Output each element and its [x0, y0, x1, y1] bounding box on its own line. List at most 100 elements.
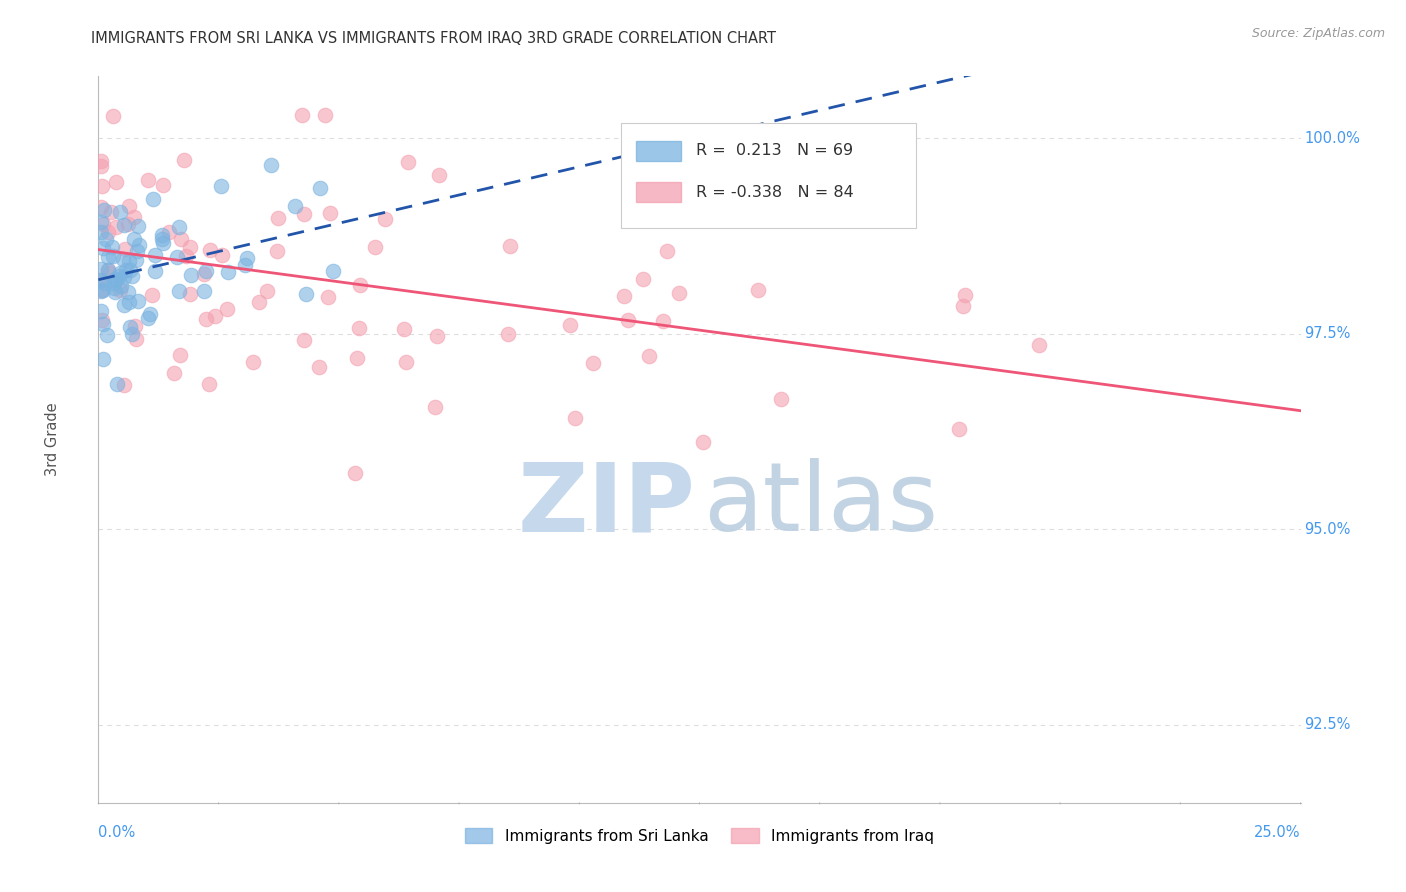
Point — [101, 109, 124, 123]
Point — [198, 377, 221, 392]
Point — [127, 219, 149, 233]
Point — [170, 232, 193, 246]
Point — [651, 314, 673, 328]
Point — [343, 466, 366, 480]
Point — [114, 263, 136, 277]
Point — [112, 377, 135, 392]
Point — [204, 309, 226, 323]
Point — [284, 199, 307, 213]
Point — [198, 243, 221, 257]
Text: 92.5%: 92.5% — [1305, 717, 1351, 732]
Point — [91, 317, 114, 331]
Point — [104, 175, 127, 189]
Point — [291, 108, 314, 122]
Point — [423, 400, 446, 414]
Point — [174, 249, 197, 263]
Point — [121, 326, 143, 341]
Bar — [636, 182, 682, 202]
Point — [112, 297, 135, 311]
Point — [100, 205, 122, 219]
Point — [308, 181, 330, 195]
Point — [668, 285, 690, 300]
Point — [143, 264, 166, 278]
Point — [617, 313, 640, 327]
Point — [93, 203, 115, 218]
Point — [104, 220, 127, 235]
Point — [121, 268, 143, 283]
Point — [90, 153, 112, 168]
Point — [98, 267, 121, 281]
Point — [260, 158, 283, 172]
Point — [582, 356, 605, 370]
Point — [108, 283, 131, 297]
Point — [103, 281, 125, 295]
Point — [104, 272, 127, 286]
Text: Source: ZipAtlas.com: Source: ZipAtlas.com — [1251, 27, 1385, 40]
Point — [118, 319, 141, 334]
Text: 25.0%: 25.0% — [1254, 824, 1301, 839]
Point — [90, 225, 112, 239]
Point — [93, 277, 115, 291]
Point — [141, 287, 163, 301]
Point — [117, 217, 139, 231]
Text: R =  0.213   N = 69: R = 0.213 N = 69 — [696, 144, 853, 158]
Point — [136, 310, 159, 325]
Point — [193, 285, 215, 299]
Point — [179, 240, 201, 254]
Point — [110, 266, 132, 280]
Point — [91, 284, 114, 298]
Point — [638, 350, 661, 364]
Point — [194, 264, 217, 278]
Point — [125, 332, 148, 346]
Point — [769, 392, 792, 407]
Point — [124, 319, 146, 334]
Text: 95.0%: 95.0% — [1305, 522, 1351, 537]
Point — [138, 307, 160, 321]
Point — [167, 219, 190, 234]
Point — [167, 284, 190, 298]
Point — [90, 159, 112, 173]
Point — [112, 218, 135, 232]
Point — [235, 258, 257, 272]
Point — [90, 284, 112, 298]
Point — [316, 290, 339, 304]
FancyBboxPatch shape — [621, 123, 915, 228]
Point — [292, 333, 315, 347]
Point — [112, 269, 135, 284]
Point — [122, 232, 145, 246]
Point — [363, 240, 385, 254]
Point — [211, 178, 233, 193]
Point — [103, 249, 125, 263]
Point — [104, 285, 127, 299]
Point — [150, 231, 173, 245]
Point — [953, 288, 976, 302]
Point — [173, 153, 195, 167]
Point — [127, 294, 149, 309]
Point — [256, 284, 278, 298]
Point — [90, 201, 112, 215]
Point — [292, 207, 315, 221]
Point — [125, 253, 148, 268]
Point — [692, 434, 714, 449]
Point — [295, 286, 318, 301]
Point — [152, 235, 174, 250]
Point — [101, 240, 124, 254]
Point — [242, 355, 264, 369]
Point — [266, 244, 288, 258]
Point — [138, 173, 160, 187]
Point — [613, 289, 636, 303]
Point — [180, 268, 202, 282]
Point — [308, 360, 330, 375]
Point — [110, 278, 132, 293]
Point — [314, 108, 336, 122]
Point — [105, 273, 128, 287]
Point — [97, 262, 120, 277]
Point — [91, 178, 114, 193]
Text: R = -0.338   N = 84: R = -0.338 N = 84 — [696, 185, 853, 200]
Point — [374, 212, 396, 227]
Point — [143, 248, 166, 262]
Text: 100.0%: 100.0% — [1305, 131, 1360, 146]
Point — [127, 244, 149, 258]
Point — [90, 313, 112, 327]
Point — [118, 254, 141, 268]
